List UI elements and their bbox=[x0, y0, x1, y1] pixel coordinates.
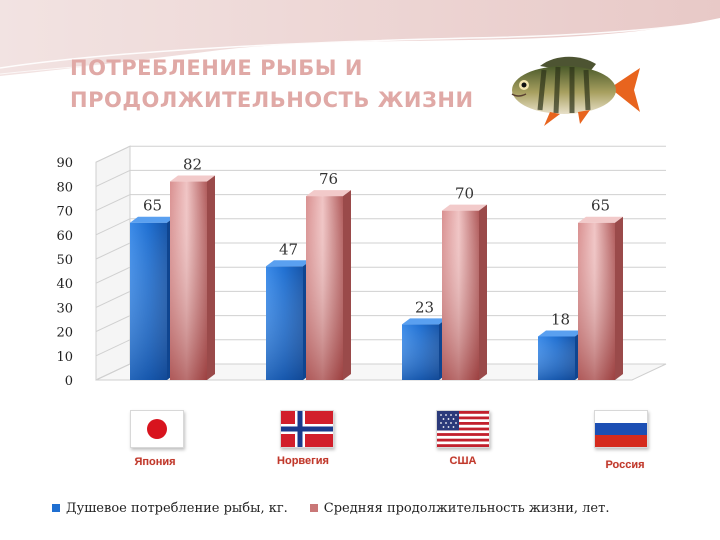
slide-title: ПОТРЕБЛЕНИЕ РЫБЫ И ПРОДОЛЖИТЕЛЬНОСТЬ ЖИЗ… bbox=[70, 56, 474, 112]
bar-shade bbox=[442, 210, 479, 380]
bar-top bbox=[402, 318, 447, 325]
bar-top bbox=[578, 216, 623, 223]
flag-russia bbox=[594, 410, 648, 448]
bar-shade bbox=[170, 181, 207, 380]
flag-japan bbox=[130, 410, 184, 448]
bar-shade bbox=[130, 222, 167, 380]
y-tick-label: 30 bbox=[56, 301, 73, 316]
y-tick-label: 20 bbox=[56, 326, 73, 341]
gridline bbox=[95, 169, 666, 187]
gridline bbox=[95, 218, 666, 236]
gridline bbox=[95, 194, 666, 212]
chart-legend: Душевое потребление рыбы, кг. Средняя пр… bbox=[52, 500, 631, 516]
country-label-norway: Норвегия bbox=[277, 455, 329, 467]
bar-side bbox=[207, 175, 215, 380]
y-tick-label: 60 bbox=[56, 229, 73, 244]
legend-label-life: Средняя продолжительность жизни, лет. bbox=[323, 500, 610, 516]
usa-flag-icon bbox=[437, 411, 489, 447]
legend-swatch-life bbox=[309, 504, 318, 512]
japan-flag-icon bbox=[131, 411, 183, 447]
gridline bbox=[95, 145, 666, 163]
norway-flag-icon bbox=[281, 411, 333, 447]
bar-side bbox=[479, 204, 487, 380]
russia-flag-icon bbox=[595, 411, 647, 447]
bar-side bbox=[615, 216, 623, 380]
data-label: 76 bbox=[319, 170, 338, 188]
decorative-header-swoosh bbox=[0, 0, 720, 76]
bar-shade bbox=[538, 336, 575, 380]
data-label: 70 bbox=[455, 185, 474, 203]
flag-usa bbox=[436, 410, 490, 448]
legend-item-life: Средняя продолжительность жизни, лет. bbox=[309, 500, 610, 516]
y-tick-label: 10 bbox=[56, 350, 73, 365]
y-tick-label: 70 bbox=[56, 205, 73, 220]
bar-top bbox=[266, 260, 311, 267]
flag-norway bbox=[280, 410, 334, 448]
legend-label-fish: Душевое потребление рыбы, кг. bbox=[66, 500, 288, 516]
country-label-japan: Япония bbox=[134, 456, 176, 468]
bar-chart: 0 10 20 30 40 50 60 70 80 90 65 82 47 76 23 70 18 65 bbox=[56, 145, 667, 389]
bar-top bbox=[538, 330, 583, 337]
country-label-russia: Россия bbox=[605, 459, 645, 471]
y-tick-label: 80 bbox=[56, 180, 73, 195]
y-tick-label: 90 bbox=[56, 156, 73, 171]
legend-swatch-fish bbox=[52, 504, 60, 512]
data-label: 65 bbox=[143, 197, 162, 215]
y-tick-label: 50 bbox=[56, 253, 73, 268]
data-label: 47 bbox=[279, 240, 298, 258]
data-label: 82 bbox=[183, 156, 202, 174]
bar-top bbox=[442, 204, 487, 211]
bar-shade bbox=[578, 222, 615, 380]
y-tick-label: 40 bbox=[56, 277, 73, 292]
bar-top bbox=[170, 175, 215, 182]
bar-shade bbox=[402, 324, 439, 380]
bar-shade bbox=[306, 196, 343, 380]
bar-top bbox=[306, 190, 351, 197]
data-label: 18 bbox=[551, 310, 570, 328]
country-label-usa: США bbox=[449, 455, 477, 467]
data-label: 23 bbox=[415, 298, 434, 316]
y-tick-label: 0 bbox=[65, 374, 73, 389]
chart-side-wall bbox=[95, 145, 131, 381]
data-label: 65 bbox=[591, 197, 610, 215]
bar-side bbox=[343, 190, 351, 380]
bar-top bbox=[130, 216, 175, 223]
legend-item-fish: Душевое потребление рыбы, кг. bbox=[52, 501, 288, 516]
bar-shade bbox=[266, 266, 303, 380]
perch-fish-icon bbox=[511, 56, 640, 126]
